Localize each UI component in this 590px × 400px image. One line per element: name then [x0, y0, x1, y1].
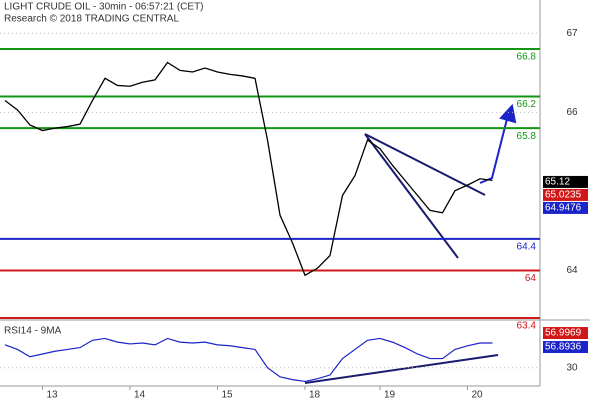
- trend-line: [364, 133, 459, 259]
- projection-arrow: [479, 114, 509, 184]
- x-tick-label: 15: [222, 390, 234, 400]
- level-label: 63.4: [517, 321, 537, 332]
- chart-subtitle: Research © 2018 TRADING CENTRAL: [4, 14, 179, 25]
- y-tick-label: 64: [566, 265, 578, 276]
- rsi-label-box: [543, 327, 588, 340]
- x-tick-label: 13: [47, 390, 59, 400]
- rsi-label-value: 56.8936: [545, 342, 582, 353]
- x-tick-label: 19: [384, 390, 396, 400]
- rsi-label: RSI14 - 9MA: [4, 326, 62, 337]
- price-label-box: [543, 188, 588, 201]
- x-tick-label: 14: [134, 390, 146, 400]
- rsi-label-box: [543, 341, 588, 354]
- trend-line: [304, 354, 499, 384]
- y-tick-label: 66: [566, 107, 578, 118]
- arrow-head: [499, 103, 517, 124]
- price-line: [4, 61, 493, 277]
- price-label: 64.9476: [545, 203, 582, 214]
- level-label: 65.8: [517, 131, 537, 142]
- y-tick-label: 30: [566, 362, 578, 373]
- level-label: 66.2: [517, 99, 537, 110]
- price-label: 65.0235: [545, 190, 582, 201]
- rsi-label-value: 56.9969: [545, 328, 582, 339]
- trend-lines: [304, 103, 517, 384]
- level-label: 64.4: [517, 242, 537, 253]
- x-tick-label: 20: [472, 390, 484, 400]
- level-label: 64: [525, 273, 537, 284]
- level-label: 66.8: [517, 52, 537, 63]
- trend-line: [364, 133, 486, 196]
- price-label-box: [543, 201, 588, 214]
- y-tick-label: 67: [566, 28, 578, 39]
- price-label: 65.12: [545, 177, 570, 188]
- rsi-line: [4, 337, 493, 383]
- price-label-box: [543, 175, 588, 188]
- x-tick-label: 18: [309, 390, 321, 400]
- chart-title: LIGHT CRUDE OIL - 30min - 06:57:21 (CET): [4, 2, 204, 13]
